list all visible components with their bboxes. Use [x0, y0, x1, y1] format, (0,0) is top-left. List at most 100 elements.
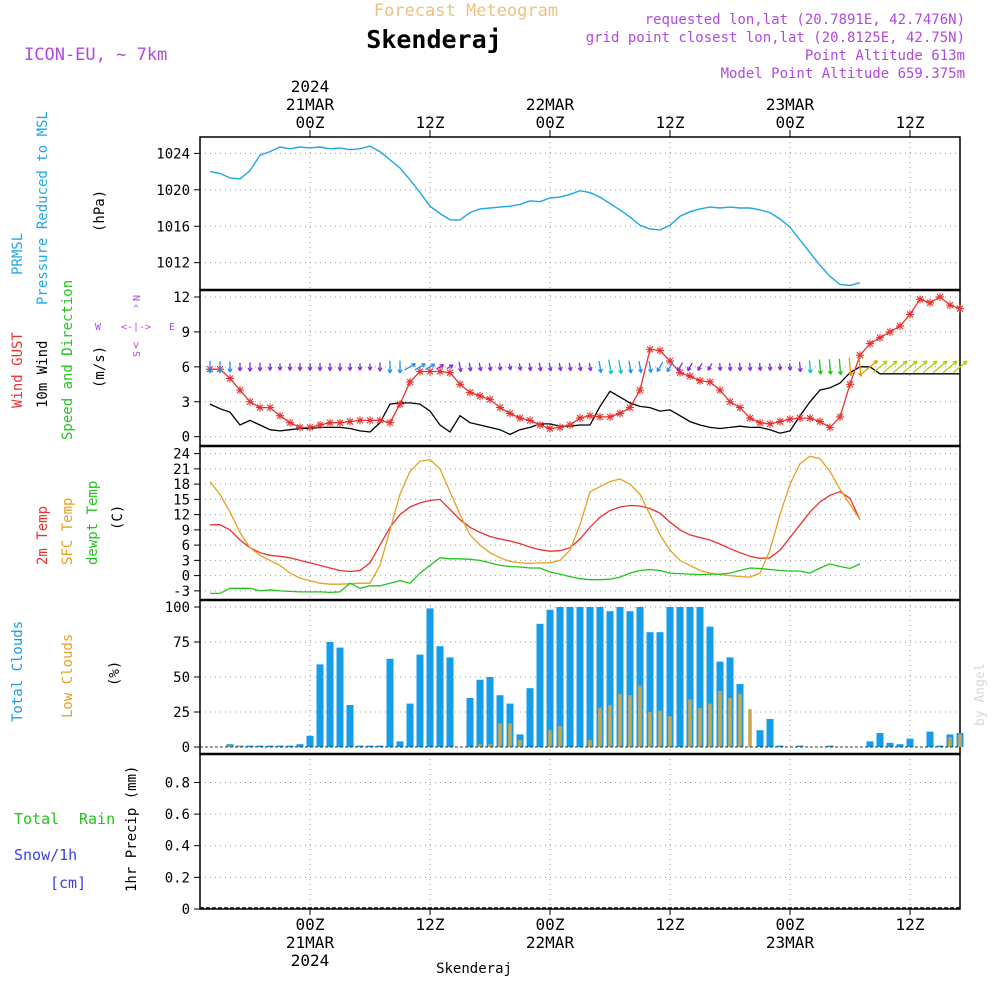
y-tick-label: 0.2 — [165, 870, 190, 886]
low-clouds-bar — [548, 730, 552, 747]
wind-direction-arrowhead — [207, 369, 213, 374]
y-tick-label: 3 — [182, 395, 190, 411]
low-clouds-bar — [948, 737, 952, 747]
bottom-time-label: 12Z — [896, 915, 925, 934]
total-clouds-bar — [286, 745, 294, 747]
total-clouds-bar — [576, 607, 584, 747]
total-clouds-bar — [396, 741, 404, 747]
wind-direction-arrowhead — [687, 366, 692, 372]
low-clouds-bar — [958, 734, 962, 747]
wind-direction-arrowhead — [912, 360, 918, 366]
total-clouds-bar — [906, 738, 914, 747]
wind-gust-line — [210, 296, 961, 430]
wind-direction-arrowhead — [277, 366, 283, 371]
wind-direction-arrow — [468, 362, 472, 372]
wind-direction-arrow — [922, 360, 938, 374]
wind-direction-arrow — [838, 358, 842, 375]
total-clouds-bar — [876, 733, 884, 747]
wind-direction-arrowhead — [942, 360, 948, 366]
wind-direction-arrow — [902, 360, 918, 374]
wind-direction-arrowhead — [307, 366, 313, 371]
wind-gust-marker — [886, 327, 894, 336]
low-clouds-bar — [618, 693, 622, 747]
wind-gust-marker — [826, 423, 834, 432]
wind-direction-arrowhead — [237, 367, 243, 372]
total-clouds-bar — [766, 719, 774, 747]
wind-direction-arrowhead — [457, 367, 463, 373]
wind-direction-arrow — [648, 361, 652, 373]
wind-gust-marker — [956, 304, 964, 313]
wind-gust-marker — [306, 423, 314, 432]
wind-direction-arrowhead — [952, 360, 958, 366]
wind-direction-arrowhead — [527, 366, 533, 372]
wind-direction-arrowhead — [357, 366, 363, 371]
wind-gust-marker — [866, 339, 874, 348]
total-clouds-bar — [586, 607, 594, 747]
y-tick-label: 15 — [173, 492, 190, 508]
wind-gust-marker — [816, 417, 824, 426]
total-clouds-bar — [886, 742, 894, 747]
wind-direction-arrowhead — [477, 366, 483, 372]
wind-direction-arrowhead — [439, 364, 445, 369]
wind-direction-arrow — [892, 360, 908, 374]
wind-direction-arrow — [588, 362, 592, 371]
total-clouds-bar — [476, 679, 484, 747]
wind-gust-marker — [646, 345, 654, 354]
bottom-year-label: 2024 — [291, 951, 330, 970]
y-tick-label: 12 — [173, 290, 190, 306]
wind-direction-arrow — [828, 359, 832, 375]
low-clouds-bar — [588, 740, 592, 747]
total-clouds-bar — [656, 632, 664, 747]
wind-direction-arrowhead — [737, 366, 743, 372]
wind-gust-marker — [946, 301, 954, 310]
panel-frame — [199, 753, 961, 910]
wind-direction-arrowhead — [827, 370, 833, 375]
bottom-time-label: 00Z — [536, 915, 565, 934]
wind-direction-arrowhead — [608, 370, 614, 375]
low-clouds-bar — [658, 710, 662, 747]
wind-gust-marker — [446, 368, 454, 377]
wind-direction-arrowhead — [697, 366, 702, 371]
wind-direction-arrowhead — [567, 366, 573, 372]
dewpt-temp-label: dewpt Temp — [85, 481, 101, 565]
top-time-label: 00Z — [536, 113, 565, 132]
wind-direction-arrow — [848, 357, 852, 376]
wind-gust-marker — [616, 409, 624, 418]
total-clouds-bar — [566, 607, 574, 747]
temp-2m-label: 2m Temp — [35, 506, 51, 565]
location-title: Skenderaj — [366, 25, 501, 54]
wind-direction-arrowhead — [487, 366, 493, 372]
y-tick-label: 9 — [182, 523, 190, 539]
total-clouds-bar — [526, 688, 534, 747]
total-rain-label-b: Rain — [79, 810, 115, 828]
low-clouds-bar — [698, 707, 702, 747]
wind-direction-arrow — [436, 364, 444, 370]
wind-direction-arrowhead — [727, 366, 733, 372]
top-time-label: 12Z — [416, 113, 445, 132]
wind-gust-marker — [396, 400, 404, 409]
wind-direction-arrowhead — [797, 367, 803, 373]
wind-direction-arrow — [818, 359, 822, 375]
total-clouds-bar — [616, 607, 624, 747]
wind-direction-arrow — [872, 360, 888, 374]
model-name: ICON-EU, ~ 7km — [24, 45, 167, 65]
wind-gust-marker — [476, 391, 484, 400]
total-clouds-bar — [776, 745, 784, 747]
sfc-temp-line — [209, 455, 861, 585]
wind-direction-arrow — [538, 362, 542, 372]
wind-direction-arrowhead — [327, 366, 333, 372]
compass-rose-icon: N ^ W <-|-> E v S — [95, 295, 175, 357]
precip-unit: 1hr Precip (mm) — [124, 766, 140, 892]
low-clouds-bar — [668, 716, 672, 747]
total-clouds-bar — [426, 608, 434, 747]
total-clouds-bar — [376, 745, 384, 747]
clouds-unit: (%) — [107, 661, 123, 686]
total-clouds-bar — [696, 607, 704, 747]
wind-gust-marker — [606, 412, 614, 421]
total-clouds-bar — [266, 745, 274, 747]
total-clouds-bar — [676, 607, 684, 747]
total-clouds-bar — [636, 607, 644, 747]
y-tick-label: 0.4 — [165, 839, 190, 855]
total-clouds-bar — [316, 664, 324, 747]
